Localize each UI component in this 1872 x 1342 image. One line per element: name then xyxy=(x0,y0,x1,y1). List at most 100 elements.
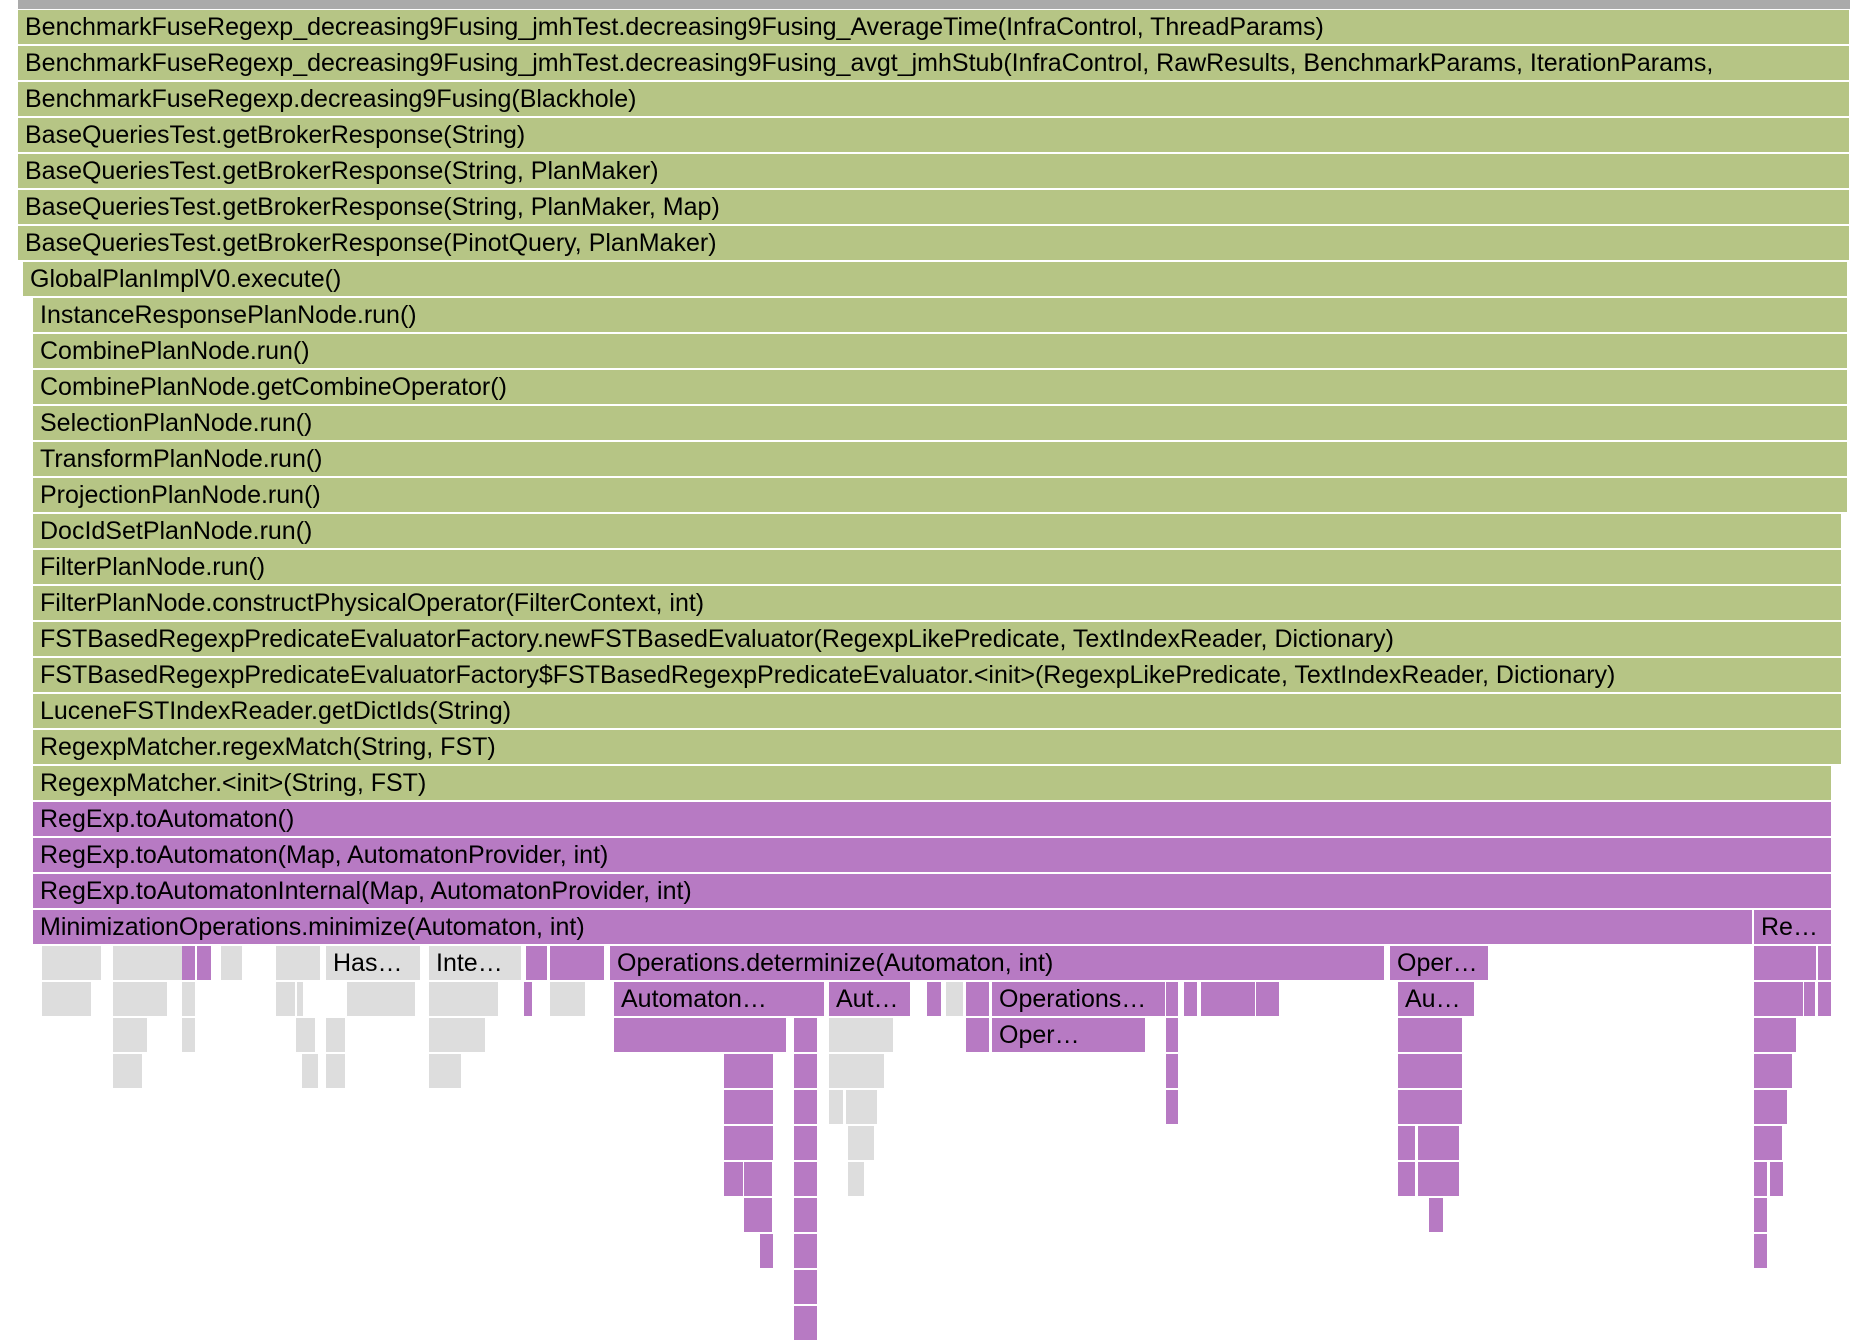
stack-frame[interactable]: BenchmarkFuseRegexp.decreasing9Fusing(Bl… xyxy=(18,82,1850,116)
stack-frame-unlabeled[interactable] xyxy=(429,982,499,1016)
stack-frame[interactable]: Au… xyxy=(1398,982,1475,1016)
stack-frame-unlabeled[interactable] xyxy=(966,982,990,1016)
stack-frame-unlabeled[interactable] xyxy=(1398,1054,1463,1088)
stack-frame-unlabeled[interactable] xyxy=(182,946,196,980)
stack-frame[interactable]: BaseQueriesTest.getBrokerResponse(PinotQ… xyxy=(18,226,1850,260)
stack-frame-unlabeled[interactable] xyxy=(794,1234,818,1268)
stack-frame-unlabeled[interactable] xyxy=(1166,1090,1179,1124)
stack-frame-unlabeled[interactable] xyxy=(1754,1234,1768,1268)
stack-frame-unlabeled[interactable] xyxy=(724,1054,774,1088)
stack-frame[interactable]: RegExp.toAutomaton() xyxy=(33,802,1832,836)
stack-frame-unlabeled[interactable] xyxy=(182,982,196,1016)
stack-frame-unlabeled[interactable] xyxy=(724,1126,774,1160)
stack-frame-unlabeled[interactable] xyxy=(724,1162,744,1196)
stack-frame[interactable]: Oper… xyxy=(992,1018,1097,1052)
stack-frame-unlabeled[interactable] xyxy=(550,946,605,980)
stack-frame[interactable]: FSTBasedRegexpPredicateEvaluatorFactory$… xyxy=(33,658,1842,692)
stack-frame[interactable]: GlobalPlanImplV0.execute() xyxy=(23,262,1848,296)
stack-frame[interactable]: RegexpMatcher.<init>(String, FST) xyxy=(33,766,1832,800)
stack-frame-unlabeled[interactable] xyxy=(848,1126,875,1160)
stack-frame[interactable]: LuceneFSTIndexReader.getDictIds(String) xyxy=(33,694,1842,728)
stack-frame-unlabeled[interactable] xyxy=(1754,1018,1797,1052)
stack-frame[interactable]: Inte… xyxy=(429,946,522,980)
stack-frame-unlabeled[interactable] xyxy=(296,1018,316,1052)
stack-frame-unlabeled[interactable] xyxy=(829,1054,885,1088)
stack-frame-unlabeled[interactable] xyxy=(296,946,321,980)
stack-frame-unlabeled[interactable] xyxy=(1754,1126,1783,1160)
stack-frame-unlabeled[interactable] xyxy=(113,1054,143,1088)
stack-frame-unlabeled[interactable] xyxy=(1096,1018,1146,1052)
stack-frame-unlabeled[interactable] xyxy=(1166,1054,1179,1088)
stack-frame-unlabeled[interactable] xyxy=(794,1054,818,1088)
stack-frame-unlabeled[interactable] xyxy=(326,1054,346,1088)
stack-frame-unlabeled[interactable] xyxy=(1398,1126,1416,1160)
stack-frame[interactable]: DocIdSetPlanNode.run() xyxy=(33,514,1842,548)
stack-frame-unlabeled[interactable] xyxy=(42,982,92,1016)
stack-frame-unlabeled[interactable] xyxy=(113,982,168,1016)
stack-frame-unlabeled[interactable] xyxy=(760,1234,774,1268)
stack-frame[interactable]: Re… xyxy=(1754,910,1832,944)
stack-frame[interactable]: RegExp.toAutomatonInternal(Map, Automato… xyxy=(33,874,1832,908)
stack-frame-unlabeled[interactable] xyxy=(848,1162,865,1196)
stack-frame-unlabeled[interactable] xyxy=(550,982,586,1016)
stack-frame-unlabeled[interactable] xyxy=(1818,982,1832,1016)
stack-frame-unlabeled[interactable] xyxy=(1754,946,1817,980)
stack-frame-unlabeled[interactable] xyxy=(794,1270,818,1304)
stack-frame[interactable]: BenchmarkFuseRegexp_decreasing9Fusing_jm… xyxy=(18,10,1850,44)
stack-frame[interactable]: CombinePlanNode.run() xyxy=(33,334,1848,368)
stack-frame-unlabeled[interactable] xyxy=(794,1306,818,1340)
stack-frame-unlabeled[interactable] xyxy=(1398,1162,1416,1196)
stack-frame-unlabeled[interactable] xyxy=(1754,1090,1788,1124)
stack-frame[interactable]: Operations.determinize(Automaton, int) xyxy=(610,946,1385,980)
stack-frame[interactable]: Operations… xyxy=(992,982,1166,1016)
stack-frame-unlabeled[interactable] xyxy=(1201,982,1256,1016)
stack-frame-unlabeled[interactable] xyxy=(794,1126,818,1160)
stack-frame[interactable]: BenchmarkFuseRegexp_decreasing9Fusing_jm… xyxy=(18,46,1850,80)
stack-frame-unlabeled[interactable] xyxy=(1818,946,1832,980)
stack-frame-unlabeled[interactable] xyxy=(1398,1018,1463,1052)
stack-frame-unlabeled[interactable] xyxy=(846,1090,878,1124)
stack-frame[interactable]: BaseQueriesTest.getBrokerResponse(String… xyxy=(18,190,1850,224)
stack-frame-unlabeled[interactable] xyxy=(829,1090,844,1124)
stack-frame-unlabeled[interactable] xyxy=(794,1162,818,1196)
stack-frame-unlabeled[interactable] xyxy=(794,1090,818,1124)
stack-frame-unlabeled[interactable] xyxy=(429,1054,462,1088)
stack-frame-unlabeled[interactable] xyxy=(42,946,102,980)
stack-frame-unlabeled[interactable] xyxy=(1184,982,1198,1016)
stack-frame-unlabeled[interactable] xyxy=(1754,1198,1768,1232)
stack-frame-unlabeled[interactable] xyxy=(1770,1162,1784,1196)
stack-frame-unlabeled[interactable] xyxy=(1429,1198,1444,1232)
stack-frame-unlabeled[interactable] xyxy=(744,1162,773,1196)
stack-frame-unlabeled[interactable] xyxy=(1166,1018,1179,1052)
stack-frame[interactable]: FSTBasedRegexpPredicateEvaluatorFactory.… xyxy=(33,622,1842,656)
stack-frame-unlabeled[interactable] xyxy=(524,982,533,1016)
stack-frame-unlabeled[interactable] xyxy=(966,1018,990,1052)
stack-frame-unlabeled[interactable] xyxy=(276,982,296,1016)
stack-frame-unlabeled[interactable] xyxy=(1804,982,1816,1016)
truncated-frame-above[interactable] xyxy=(18,0,1850,9)
stack-frame-unlabeled[interactable] xyxy=(182,1018,196,1052)
stack-frame[interactable]: TransformPlanNode.run() xyxy=(33,442,1848,476)
stack-frame[interactable]: RegExp.toAutomaton(Map, AutomatonProvide… xyxy=(33,838,1832,872)
stack-frame-unlabeled[interactable] xyxy=(662,1018,787,1052)
stack-frame[interactable]: MinimizationOperations.minimize(Automato… xyxy=(33,910,1753,944)
stack-frame-unlabeled[interactable] xyxy=(113,946,183,980)
stack-frame[interactable]: Aut… xyxy=(829,982,911,1016)
stack-frame[interactable]: ProjectionPlanNode.run() xyxy=(33,478,1848,512)
stack-frame[interactable]: Automaton… xyxy=(614,982,825,1016)
stack-frame-unlabeled[interactable] xyxy=(1418,1162,1460,1196)
stack-frame-unlabeled[interactable] xyxy=(1166,982,1179,1016)
stack-frame-unlabeled[interactable] xyxy=(794,1018,818,1052)
stack-frame-unlabeled[interactable] xyxy=(946,982,964,1016)
stack-frame-unlabeled[interactable] xyxy=(724,1090,774,1124)
stack-frame[interactable]: FilterPlanNode.constructPhysicalOperator… xyxy=(33,586,1842,620)
stack-frame-unlabeled[interactable] xyxy=(526,946,548,980)
stack-frame-unlabeled[interactable] xyxy=(1754,982,1804,1016)
stack-frame[interactable]: FilterPlanNode.run() xyxy=(33,550,1842,584)
stack-frame-unlabeled[interactable] xyxy=(1754,1162,1768,1196)
stack-frame[interactable]: BaseQueriesTest.getBrokerResponse(String… xyxy=(18,118,1850,152)
stack-frame-unlabeled[interactable] xyxy=(1754,1054,1793,1088)
stack-frame-unlabeled[interactable] xyxy=(1256,982,1280,1016)
stack-frame-unlabeled[interactable] xyxy=(1398,1090,1463,1124)
stack-frame-unlabeled[interactable] xyxy=(221,946,243,980)
